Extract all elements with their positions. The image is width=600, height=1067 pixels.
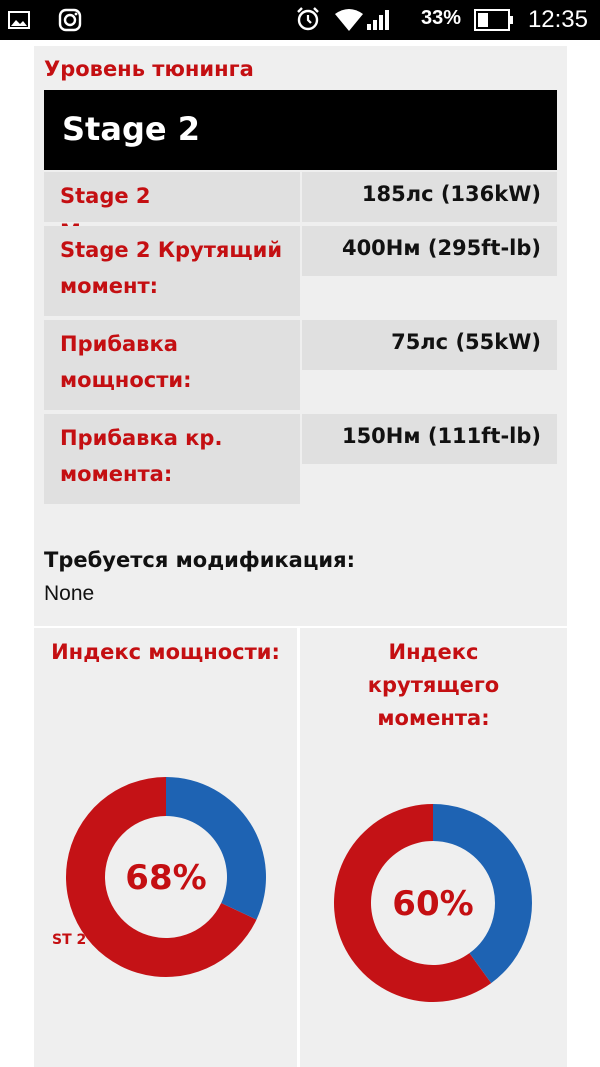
stage-annotation: ST 2 <box>52 932 87 948</box>
torque-index-donut: 60% <box>333 804 532 1002</box>
row-label-torque: Stage 2 Крутящий момент: <box>44 226 300 316</box>
row-label-power: Stage 2 Мощность: <box>44 172 300 244</box>
wifi-icon <box>334 8 364 36</box>
modification-value: None <box>44 582 95 605</box>
power-index-title: Индекс мощности: <box>51 640 280 664</box>
power-index-value: 68% <box>125 858 206 898</box>
stage-title: Stage 2 <box>62 110 200 148</box>
modification-title: Требуется модификация: <box>44 548 356 572</box>
alarm-icon <box>295 6 321 36</box>
row-label-torque-gain: Прибавка кр. момента: <box>44 414 300 504</box>
torque-slice-stock <box>333 804 492 1002</box>
status-bar: 33% 12:35 <box>0 0 600 40</box>
torque-slice-gain <box>433 804 532 984</box>
battery-icon <box>474 9 514 35</box>
power-index-donut: 68% <box>66 777 266 977</box>
torque-index-title: Индекс крутящего момента: <box>367 640 500 730</box>
power-slice-gain <box>166 777 266 920</box>
clock: 12:35 <box>527 6 588 33</box>
signal-icon <box>366 9 390 35</box>
battery-percent: 33% <box>421 7 462 29</box>
gallery-icon <box>8 11 30 33</box>
instagram-icon <box>58 8 82 36</box>
row-value-torque: 400Нм (295ft-lb) <box>302 226 557 276</box>
row-value-power-gain: 75лс (55kW) <box>302 320 557 370</box>
stage-header: Stage 2 <box>44 90 557 170</box>
row-value-power: 185лс (136kW) <box>302 172 557 222</box>
section-title: Уровень тюнинга <box>44 57 254 81</box>
row-value-torque-gain: 150Нм (111ft-lb) <box>302 414 557 464</box>
row-label-power-gain: Прибавка мощности: <box>44 320 300 410</box>
torque-index-value: 60% <box>392 884 473 924</box>
power-slice-stock <box>66 777 257 977</box>
